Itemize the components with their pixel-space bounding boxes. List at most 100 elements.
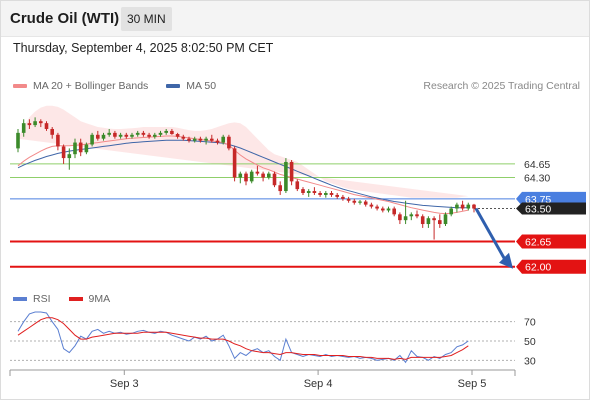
candle-body xyxy=(84,144,89,153)
candle-body xyxy=(420,216,425,225)
legend-swatch-ma20 xyxy=(13,84,27,88)
candle-body xyxy=(164,130,168,133)
candle xyxy=(44,121,49,131)
candle-body xyxy=(118,134,123,137)
candle xyxy=(443,212,448,226)
candle-body xyxy=(318,193,322,195)
candle xyxy=(341,194,345,201)
candle xyxy=(244,171,248,186)
legend-item-rsi: RSI xyxy=(13,293,51,305)
candle-body xyxy=(363,201,368,205)
rsi-tick-30: 30 xyxy=(524,355,536,367)
candle xyxy=(324,191,328,198)
candle xyxy=(16,128,20,153)
candle xyxy=(187,136,191,143)
candle-body xyxy=(170,130,174,135)
candle xyxy=(130,132,134,139)
candle-body xyxy=(204,138,208,141)
candle xyxy=(107,128,111,137)
candle xyxy=(50,127,54,139)
candle-body xyxy=(27,123,32,126)
candle xyxy=(141,130,146,137)
candle xyxy=(261,171,265,182)
candle xyxy=(472,203,476,213)
candle xyxy=(96,130,100,141)
candle xyxy=(460,200,465,211)
candle-body xyxy=(210,138,214,141)
candle xyxy=(363,199,368,207)
candle xyxy=(215,138,220,145)
instrument-title: Crude Oil (WTI) xyxy=(10,10,120,27)
candle-body xyxy=(301,189,305,193)
candle xyxy=(403,200,408,225)
candle xyxy=(375,204,379,211)
candle-body xyxy=(232,148,237,178)
candle xyxy=(278,181,282,195)
candle-body xyxy=(306,191,311,193)
legend-label-rsi: RSI xyxy=(33,293,51,305)
candle xyxy=(420,214,425,228)
candle xyxy=(158,130,163,137)
x-tick-label: Sep 4 xyxy=(304,378,333,390)
candle-body xyxy=(449,208,453,215)
timestamp: Thursday, September 4, 2025 8:02:50 PM C… xyxy=(13,41,274,55)
candle xyxy=(352,198,357,205)
legend-label-ma20: MA 20 + Bollinger Bands xyxy=(33,80,149,92)
candle-body xyxy=(73,142,77,155)
candle xyxy=(455,202,459,213)
rsi-9ma-line xyxy=(17,317,469,360)
legend-swatch-9ma xyxy=(68,297,83,301)
candle-body xyxy=(261,173,265,178)
legend-label-ma50: MA 50 xyxy=(186,80,217,92)
legend-item-ma20: MA 20 + Bollinger Bands xyxy=(13,80,148,92)
x-tick-label: Sep 3 xyxy=(110,378,139,390)
candle xyxy=(409,212,414,221)
candle xyxy=(329,191,334,197)
candle xyxy=(33,117,37,128)
candle xyxy=(170,128,174,135)
candle xyxy=(249,169,254,184)
candle-body xyxy=(335,194,339,197)
candle xyxy=(295,179,300,192)
candle xyxy=(301,187,305,195)
candle xyxy=(175,132,180,139)
candle-body xyxy=(295,181,300,190)
candle-body xyxy=(61,146,66,159)
candle xyxy=(101,132,106,141)
bollinger-band xyxy=(18,105,469,198)
candle-body xyxy=(135,132,140,135)
level-label-64.30: 64.30 xyxy=(524,172,550,184)
ma50-line xyxy=(17,139,469,209)
candle xyxy=(466,202,471,211)
candle-body xyxy=(187,138,191,141)
candle xyxy=(78,138,83,157)
candle xyxy=(386,206,391,213)
candle xyxy=(67,148,72,170)
candle-body xyxy=(329,193,334,195)
level-label-62.00: 62.00 xyxy=(525,262,551,274)
candle-body xyxy=(101,134,106,139)
candle-body xyxy=(346,198,351,201)
candle xyxy=(227,134,231,151)
interval-button[interactable]: 30 MIN xyxy=(121,7,172,31)
candle xyxy=(335,193,339,199)
candle-body xyxy=(369,204,374,207)
candle-body xyxy=(158,132,163,135)
candle xyxy=(255,165,260,176)
candle xyxy=(449,206,453,217)
level-label-62.65: 62.65 xyxy=(525,237,551,249)
candle-body xyxy=(426,218,431,225)
candle-body xyxy=(147,134,151,137)
candle-body xyxy=(16,132,20,149)
rsi-tick-70: 70 xyxy=(524,317,536,329)
candle-body xyxy=(33,121,37,126)
candle xyxy=(113,130,117,139)
candle-body xyxy=(56,134,60,147)
candle-body xyxy=(438,220,442,225)
candle-body xyxy=(460,204,465,209)
rsi-legend: RSI 9MA xyxy=(13,293,128,305)
candle-body xyxy=(443,214,448,225)
candle-body xyxy=(358,201,362,203)
candle xyxy=(272,171,277,188)
